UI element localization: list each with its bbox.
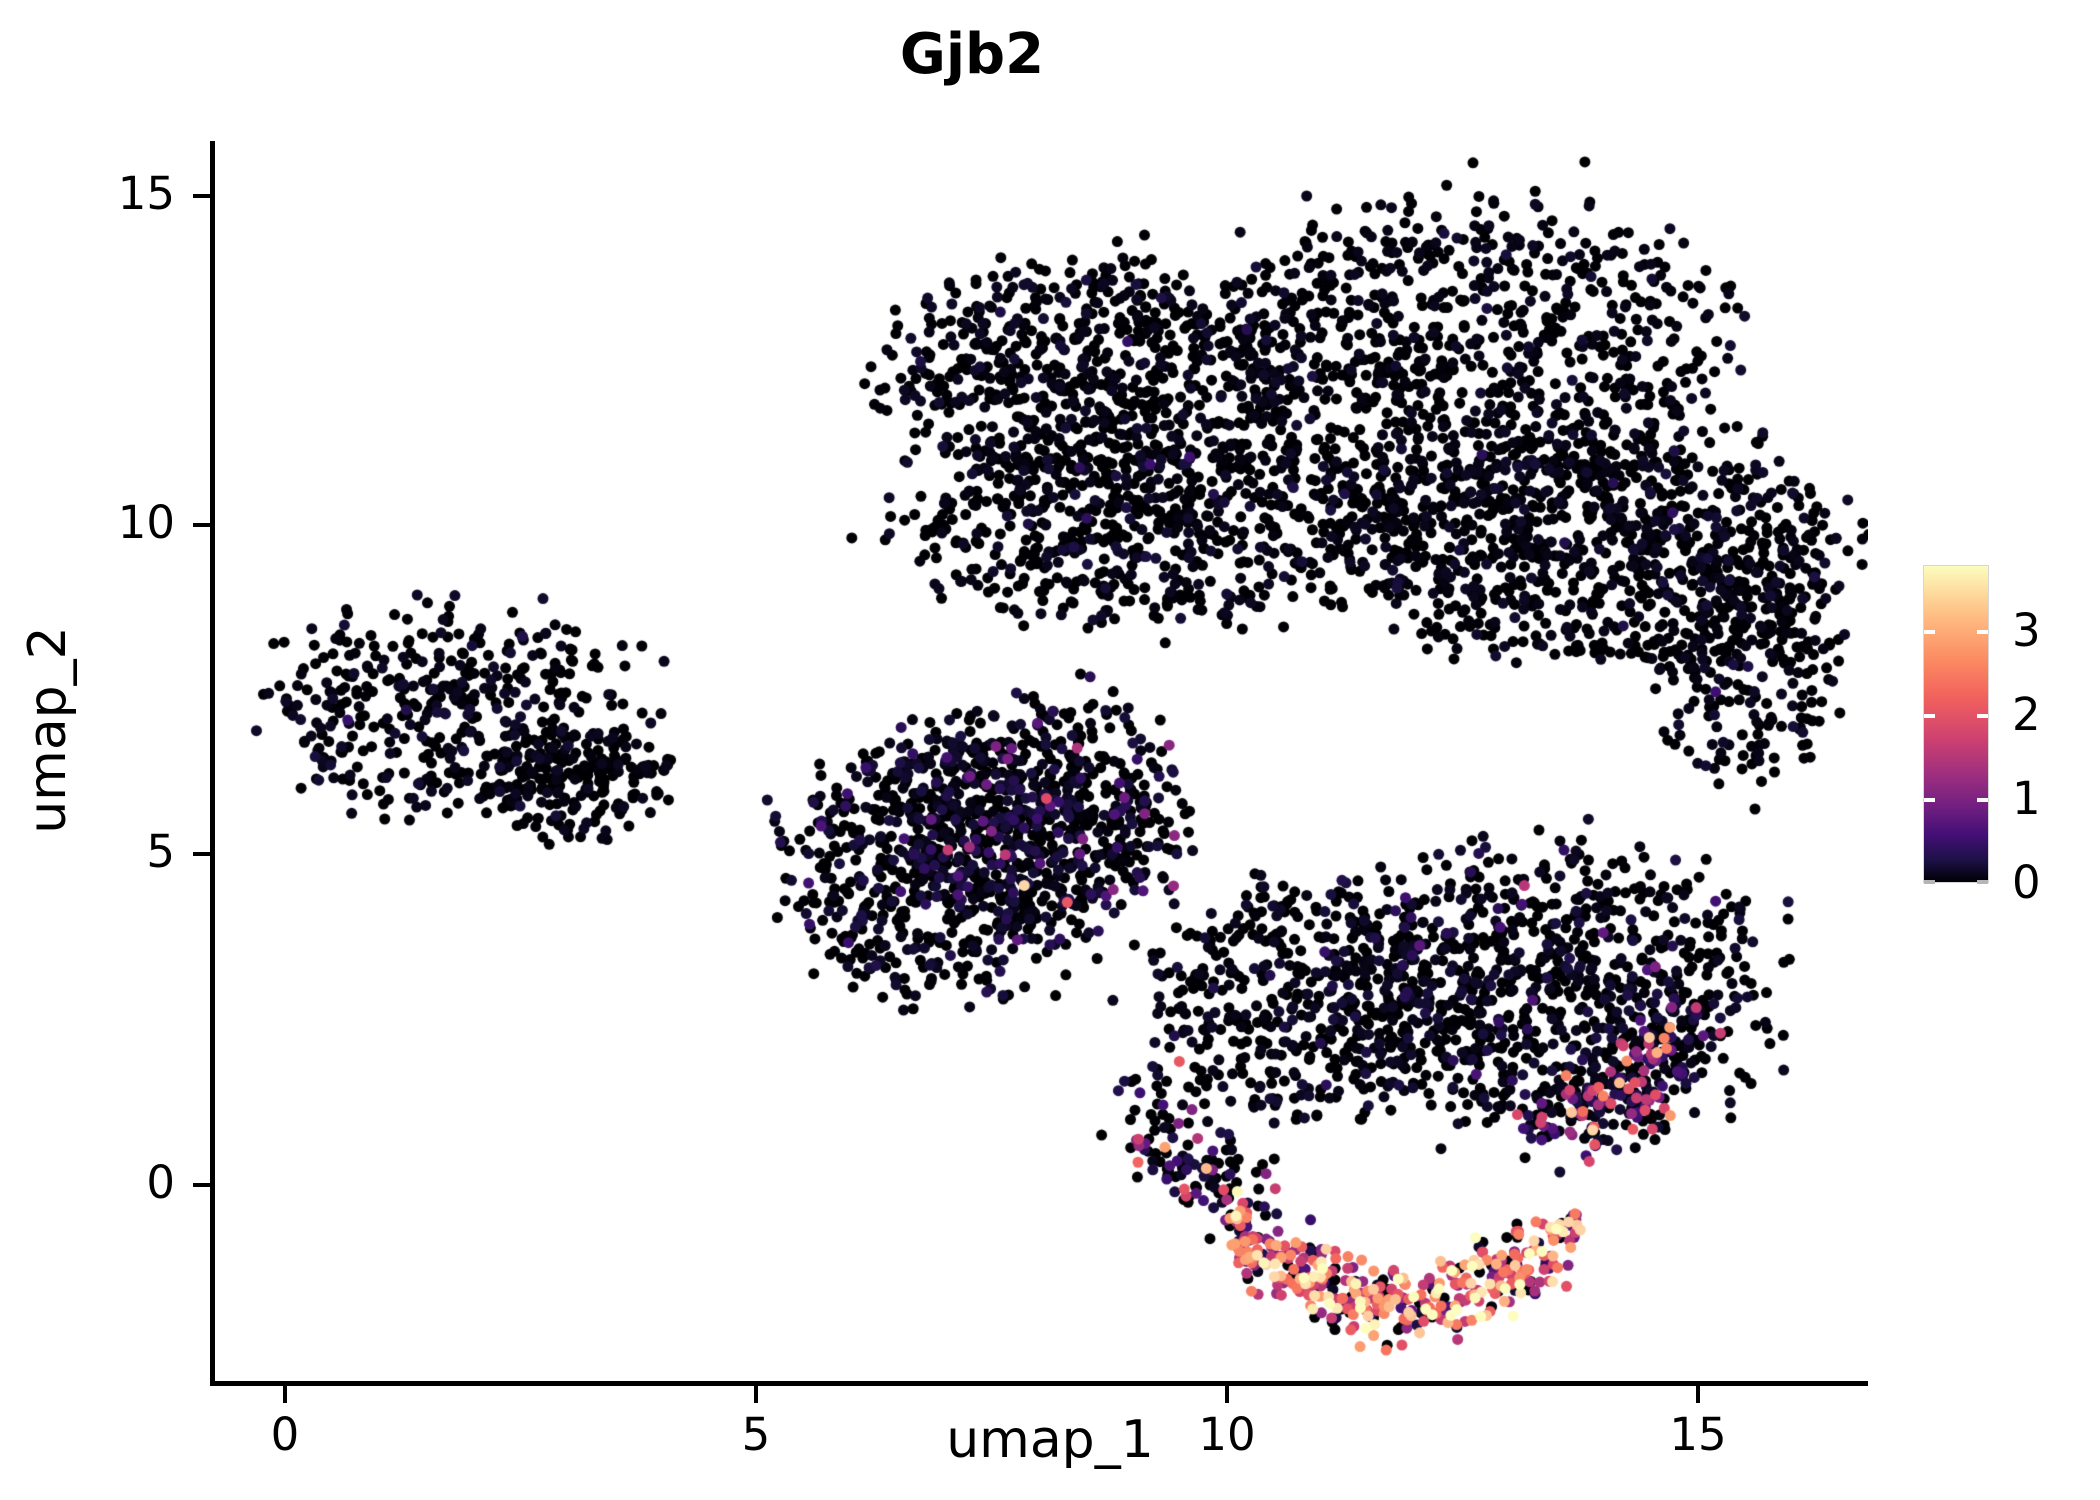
x-tick-mark-5 [754,1386,758,1403]
page-title: Gjb2 [0,22,2100,87]
title-text: Gjb2 [899,22,1045,87]
x-tick-mark-15 [1696,1386,1700,1403]
cb-label-0: 0 [2012,856,2041,909]
y-tick-mark-10 [193,523,210,527]
y-tick-label-5: 5 [146,825,175,878]
cb-tick-1-right [1977,798,1988,802]
cb-tick-0-right [1977,880,1988,884]
cb-label-1: 1 [2012,772,2041,825]
cb-tick-0-left [1924,880,1935,884]
cb-tick-2-right [1977,714,1988,718]
scatter-canvas [210,141,1868,1385]
y-tick-mark-0 [193,1183,210,1187]
cb-label-2: 2 [2012,688,2041,741]
x-tick-label-15: 15 [1669,1408,1727,1461]
x-tick-label-10: 10 [1198,1408,1256,1461]
cb-tick-1-left [1924,798,1935,802]
x-tick-label-5: 5 [741,1408,771,1461]
cb-tick-2-left [1924,714,1935,718]
y-tick-label-15: 15 [117,167,175,220]
x-tick-label-0: 0 [270,1408,300,1461]
colorbar-gradient [1924,566,1988,882]
x-axis-label: umap_1 [946,1410,1154,1470]
x-tick-mark-10 [1225,1386,1229,1403]
y-tick-mark-5 [193,852,210,856]
colorbar: 3 2 1 0 [1924,566,2100,909]
x-tick-mark-0 [283,1386,287,1403]
plot-area [210,141,1868,1385]
y-tick-mark-15 [193,194,210,198]
y-tick-label-0: 0 [146,1156,175,1209]
cb-tick-3-right [1977,630,1988,634]
y-tick-label-10: 10 [117,496,175,549]
cb-tick-3-left [1924,630,1935,634]
y-axis-label: umap_2 [18,626,78,834]
cb-label-3: 3 [2012,604,2041,657]
